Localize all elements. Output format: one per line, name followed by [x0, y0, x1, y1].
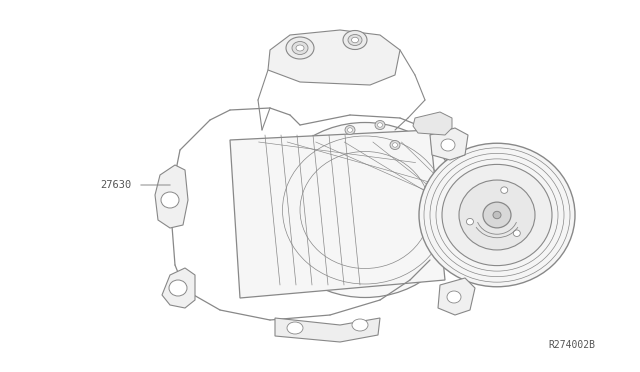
- Ellipse shape: [375, 121, 385, 129]
- Ellipse shape: [390, 141, 400, 150]
- Ellipse shape: [343, 31, 367, 49]
- Ellipse shape: [441, 139, 455, 151]
- Ellipse shape: [351, 37, 358, 43]
- Ellipse shape: [442, 164, 552, 266]
- Ellipse shape: [345, 125, 355, 135]
- Ellipse shape: [348, 35, 362, 45]
- Ellipse shape: [287, 322, 303, 334]
- Ellipse shape: [459, 180, 535, 250]
- Ellipse shape: [286, 37, 314, 59]
- Ellipse shape: [467, 218, 474, 225]
- Polygon shape: [230, 130, 445, 298]
- Polygon shape: [275, 318, 380, 342]
- Ellipse shape: [296, 45, 304, 51]
- Ellipse shape: [378, 123, 383, 127]
- Ellipse shape: [169, 280, 187, 296]
- Polygon shape: [413, 112, 452, 135]
- Ellipse shape: [292, 42, 308, 55]
- Ellipse shape: [392, 143, 397, 147]
- Ellipse shape: [483, 202, 511, 228]
- Ellipse shape: [352, 319, 368, 331]
- Text: 27630: 27630: [100, 180, 131, 190]
- Ellipse shape: [513, 230, 520, 237]
- Ellipse shape: [419, 143, 575, 287]
- Ellipse shape: [268, 122, 463, 298]
- Polygon shape: [162, 268, 195, 308]
- Ellipse shape: [493, 211, 501, 219]
- Text: R274002B: R274002B: [548, 340, 595, 350]
- Ellipse shape: [447, 291, 461, 303]
- Polygon shape: [155, 165, 188, 228]
- Polygon shape: [430, 128, 468, 160]
- Ellipse shape: [161, 192, 179, 208]
- Ellipse shape: [500, 187, 508, 193]
- Polygon shape: [268, 30, 400, 85]
- Polygon shape: [438, 278, 475, 315]
- Ellipse shape: [348, 128, 353, 132]
